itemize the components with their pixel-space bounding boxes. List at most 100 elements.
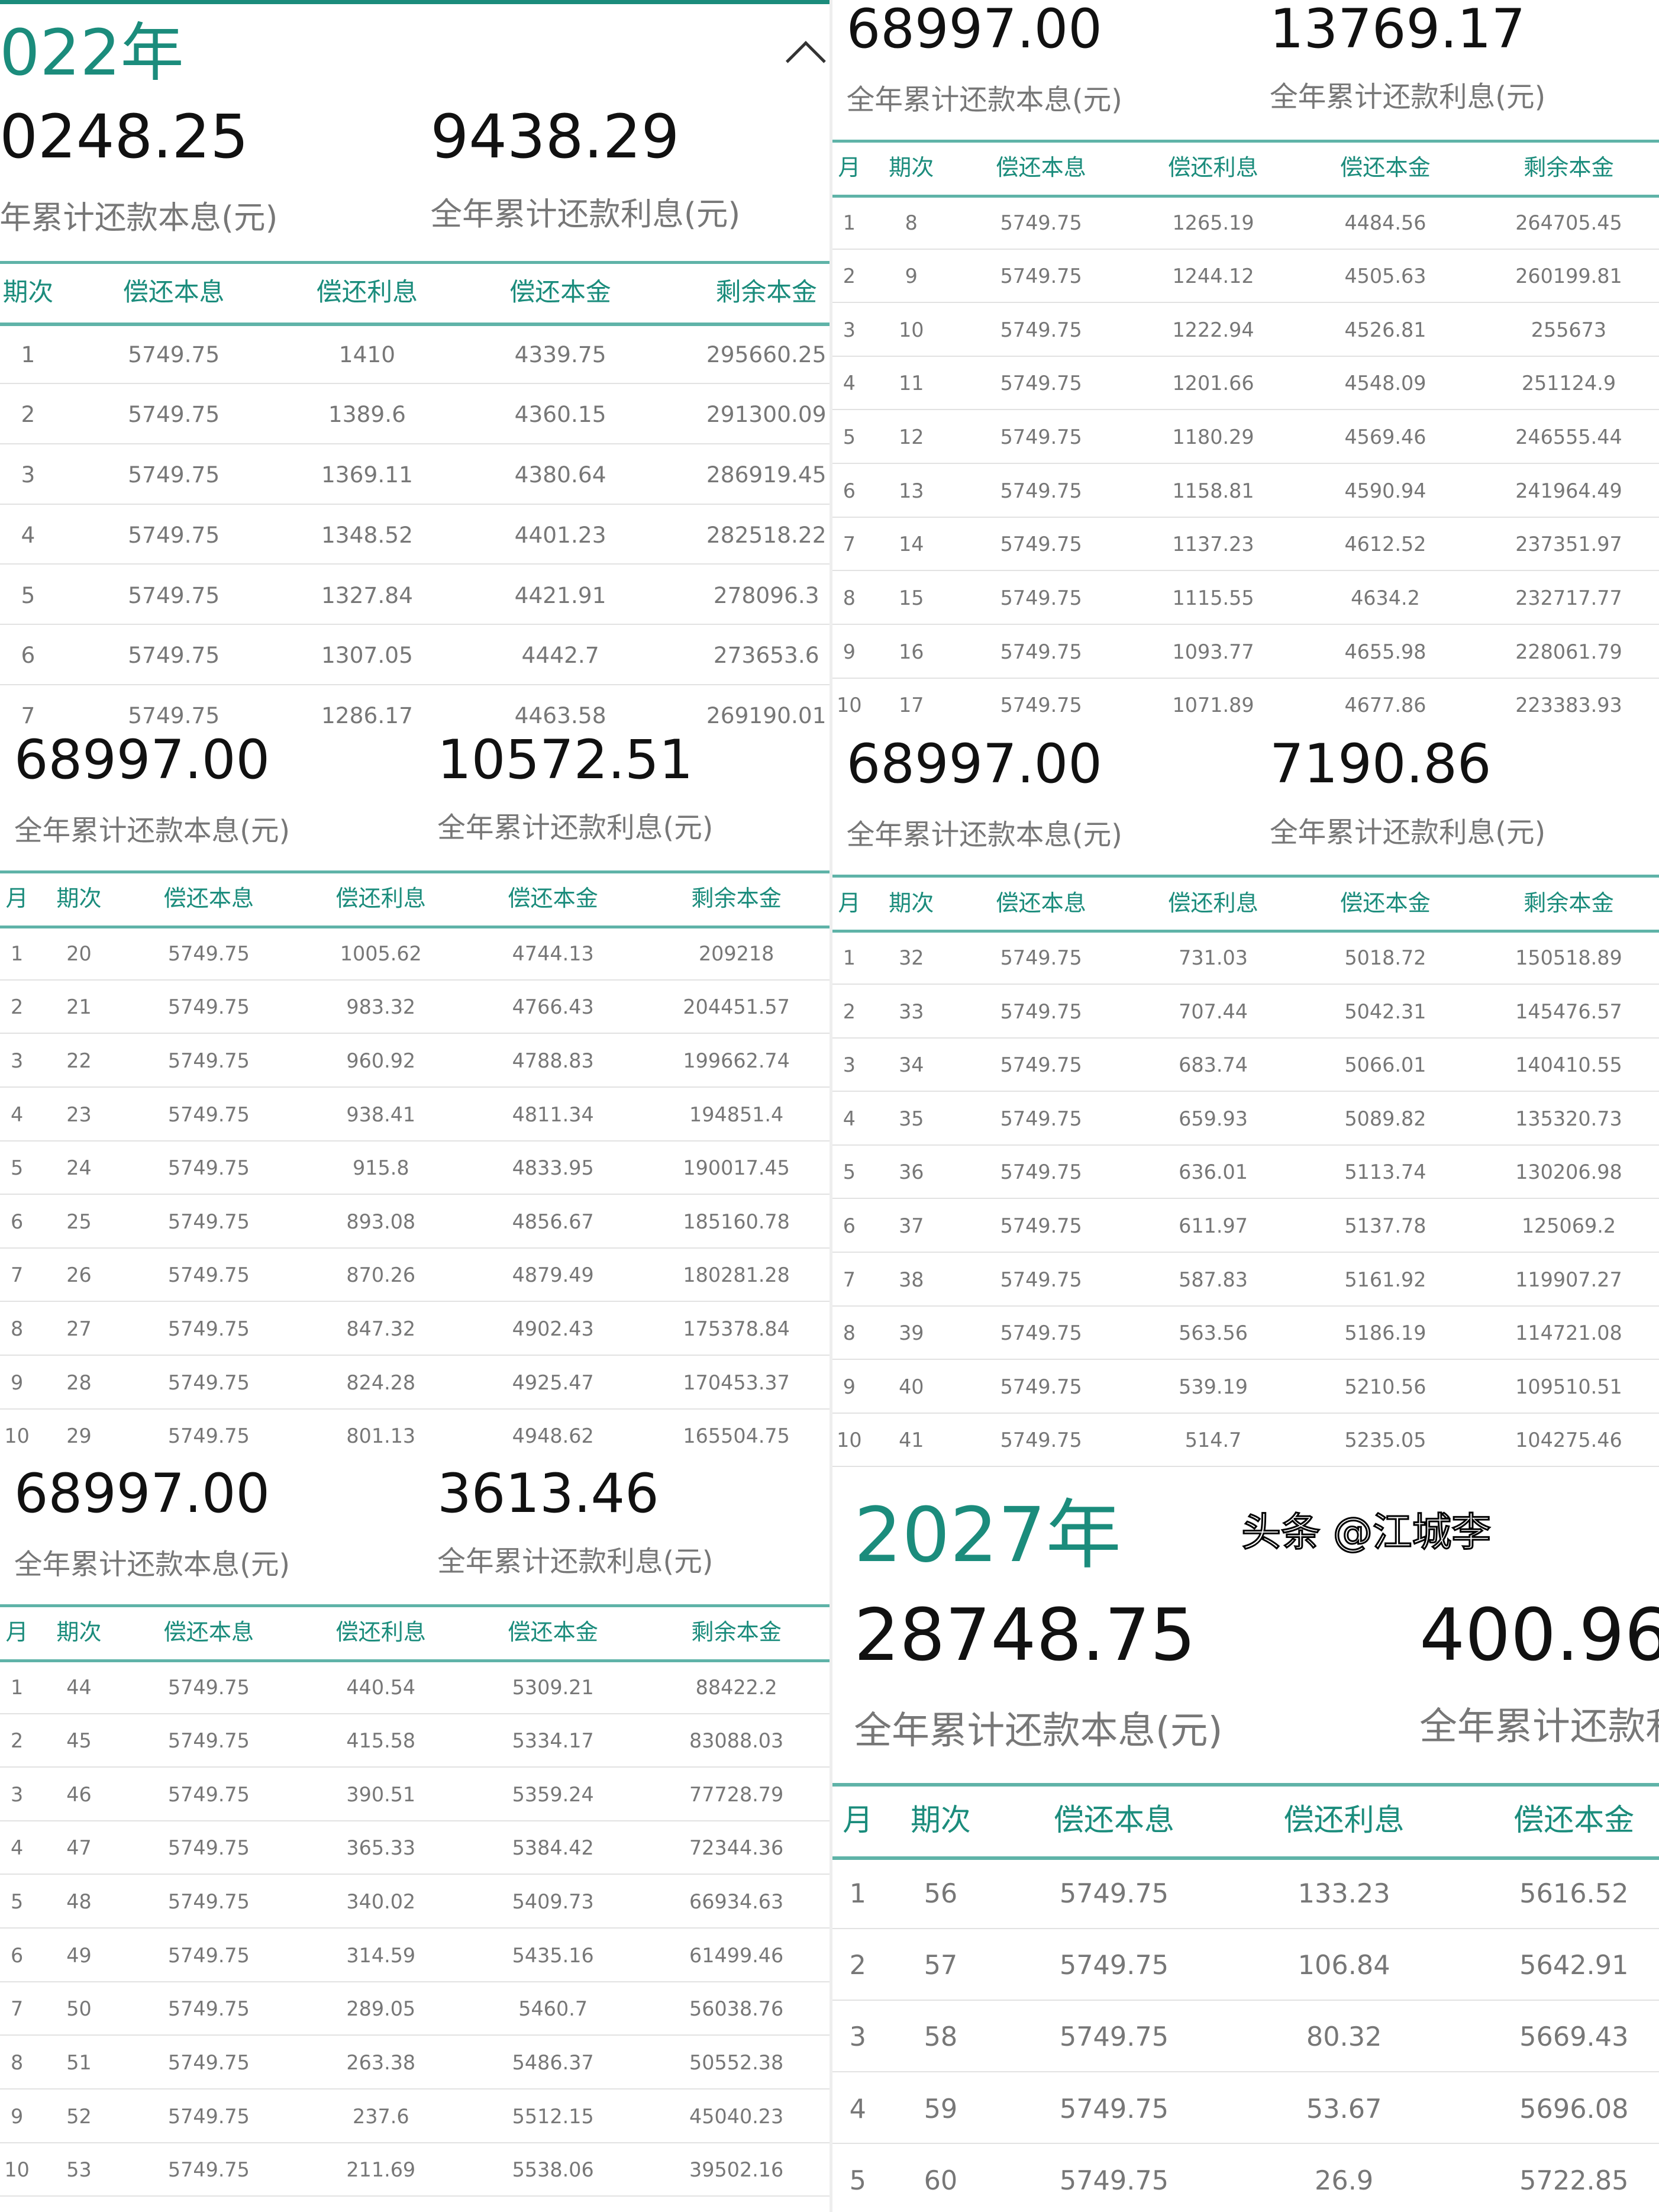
column-header[interactable]: 偿还本金 — [508, 1619, 598, 1646]
table-cell: 2 — [843, 999, 856, 1023]
column-header[interactable]: 偿还本息 — [996, 154, 1086, 181]
table-cell: 1 — [10, 1675, 24, 1699]
column-header[interactable]: 偿还利息 — [1168, 154, 1258, 181]
table-cell: 1 — [843, 211, 856, 234]
column-header[interactable]: 期次 — [889, 154, 934, 181]
column-header[interactable]: 月 — [5, 885, 28, 912]
row-divider — [0, 2088, 830, 2090]
row-divider — [832, 409, 1659, 411]
table-cell: 3 — [843, 1053, 856, 1077]
table-cell: 264705.45 — [1515, 211, 1622, 234]
column-header[interactable]: 期次 — [910, 1803, 971, 1838]
table-cell: 263.38 — [346, 2050, 416, 2074]
table-cell: 7 — [21, 702, 35, 729]
table-cell: 119907.27 — [1515, 1268, 1622, 1291]
column-header[interactable]: 偿还本金 — [508, 885, 598, 912]
column-header[interactable]: 偿还本息 — [1054, 1803, 1174, 1838]
column-header[interactable]: 偿还利息 — [1168, 889, 1258, 916]
table-cell: 707.44 — [1179, 999, 1248, 1023]
table-cell: 870.26 — [346, 1263, 416, 1287]
row-divider — [0, 1355, 830, 1356]
table-cell: 4744.13 — [512, 941, 594, 965]
row-divider — [832, 248, 1659, 250]
column-header[interactable]: 偿还本息 — [996, 889, 1086, 916]
table-cell: 4526.81 — [1344, 318, 1426, 341]
row-divider — [0, 1301, 830, 1302]
column-header[interactable]: 月 — [843, 1803, 873, 1838]
column-header[interactable]: 偿还本金 — [509, 278, 611, 308]
table-cell: 5749.75 — [1059, 2021, 1169, 2053]
chevron-up-icon[interactable] — [786, 41, 826, 82]
table-cell: 4548.09 — [1344, 372, 1426, 395]
table-cell: 5 — [843, 425, 856, 449]
year-title[interactable]: 022年 — [0, 16, 184, 90]
column-header[interactable]: 偿还利息 — [335, 1619, 427, 1646]
column-header[interactable]: 剩余本金 — [715, 278, 817, 308]
column-header[interactable]: 偿还本息 — [163, 885, 254, 912]
column-header[interactable]: 偿还本息 — [163, 1619, 254, 1646]
table-cell: 7 — [843, 1268, 856, 1291]
column-header[interactable]: 月 — [838, 154, 861, 181]
table-cell: 4 — [10, 1102, 24, 1126]
total-payment-value: 68997.00 — [14, 1467, 270, 1525]
column-header[interactable]: 期次 — [56, 1619, 102, 1646]
table-cell: 938.41 — [346, 1102, 416, 1126]
table-cell: 4484.56 — [1344, 211, 1426, 234]
table-cell: 251124.9 — [1521, 372, 1616, 395]
table-cell: 983.32 — [346, 995, 416, 1019]
column-header[interactable]: 剩余本金 — [691, 885, 782, 912]
table-cell: 5669.43 — [1519, 2021, 1629, 2053]
table-cell: 587.83 — [1179, 1268, 1248, 1291]
loan-year-panel: 022年0248.259438.29年累计还款本息(元)全年累计还款利息(元)月… — [0, 0, 830, 734]
column-header[interactable]: 期次 — [2, 278, 54, 308]
loan-year-panel: 68997.00 7190.86 全年累计还款本息(元) 全年累计还款利息(元) 月 期次… — [832, 733, 1659, 1471]
table-cell: 45040.23 — [689, 2104, 784, 2128]
row-divider — [0, 1408, 830, 1410]
row-divider — [0, 1247, 830, 1249]
table-cell: 7 — [10, 1997, 24, 2021]
table-cell: 1307.05 — [321, 642, 413, 669]
table-cell: 5435.16 — [512, 1943, 594, 1967]
column-header[interactable]: 偿还本息 — [123, 278, 225, 308]
table-cell: 22 — [66, 1049, 92, 1072]
table-cell: 57 — [924, 1950, 958, 1981]
total-interest-value: 3613.46 — [437, 1467, 659, 1525]
column-header[interactable]: 偿还本金 — [1513, 1803, 1635, 1838]
column-header[interactable]: 期次 — [889, 889, 934, 916]
total-interest-value: 7190.86 — [1269, 733, 1492, 795]
table-cell: 48 — [66, 1890, 92, 1914]
table-cell: 33 — [899, 999, 924, 1023]
column-header[interactable]: 月 — [838, 889, 861, 916]
table-cell: 52 — [66, 2104, 92, 2128]
column-header[interactable]: 偿还利息 — [1283, 1803, 1405, 1838]
column-header[interactable]: 偿还利息 — [316, 278, 418, 308]
table-cell: 5359.24 — [512, 1782, 594, 1806]
column-header[interactable]: 期次 — [56, 885, 102, 912]
table-cell: 145476.57 — [1515, 999, 1622, 1023]
table-cell: 1327.84 — [321, 582, 413, 608]
column-header[interactable]: 月 — [5, 1619, 28, 1646]
table-cell: 3 — [21, 462, 35, 488]
year-title[interactable]: 2027年 — [854, 1492, 1122, 1580]
table-cell: 106.84 — [1297, 1950, 1390, 1981]
column-header[interactable]: 剩余本金 — [1524, 889, 1614, 916]
column-header[interactable]: 剩余本金 — [1524, 154, 1614, 181]
table-cell: 50552.38 — [689, 2050, 784, 2074]
table-cell: 5 — [849, 2165, 866, 2196]
row-divider — [832, 1305, 1659, 1307]
column-header[interactable]: 偿还本金 — [1340, 889, 1431, 916]
table-cell: 5486.37 — [512, 2050, 594, 2074]
column-header[interactable]: 偿还本金 — [1340, 154, 1431, 181]
table-cell: 5749.75 — [1059, 2165, 1169, 2196]
column-header[interactable]: 偿还利息 — [335, 885, 427, 912]
table-cell: 6 — [843, 1214, 856, 1237]
table-cell: 5749.75 — [167, 1317, 250, 1341]
table-cell: 1 — [849, 1878, 866, 1910]
column-header[interactable]: 剩余本金 — [691, 1619, 782, 1646]
table-cell: 88422.2 — [695, 1675, 777, 1699]
table-cell: 45 — [66, 1729, 92, 1753]
row-divider — [832, 1359, 1659, 1360]
table-cell: 44 — [66, 1675, 92, 1699]
table-cell: 9 — [10, 2104, 24, 2128]
loan-year-panel: 68997.00 13769.17 全年累计还款本息(元) 全年累计还款利息(元) 月 期… — [832, 0, 1659, 728]
